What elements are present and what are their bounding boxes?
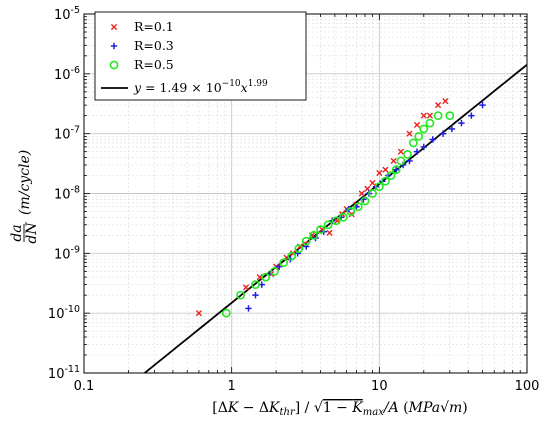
data-point	[433, 111, 443, 121]
data-point	[426, 112, 433, 119]
legend-item-r01: R=0.1	[110, 19, 174, 34]
data-point	[294, 244, 304, 253]
data-point	[301, 236, 311, 246]
data-point	[414, 132, 424, 141]
data-point	[413, 148, 421, 155]
data-point	[369, 179, 376, 187]
data-point	[376, 169, 383, 177]
data-point	[382, 166, 389, 173]
data-point	[252, 291, 259, 299]
legend-item-r05: R=0.5	[109, 57, 174, 72]
data-point	[242, 284, 250, 291]
data-point	[294, 250, 301, 257]
legend-box	[94, 11, 307, 101]
legend-marker	[110, 42, 118, 50]
data-point	[445, 111, 455, 121]
data-point	[261, 272, 271, 282]
data-point	[360, 196, 370, 206]
data-point	[439, 130, 447, 137]
y-tick-labels: 10-11 10-10 10-9 10-8 10-7 10-6 10-5	[48, 5, 80, 382]
x-tick-label: 0.1	[74, 379, 95, 394]
y-axis-label: da dN (m/cycle)	[9, 150, 40, 244]
x-tick-label: 10	[371, 379, 388, 394]
y-tick-label: 10-10	[48, 304, 80, 322]
legend-label-r05: R=0.5	[134, 57, 174, 72]
data-point	[429, 136, 436, 143]
data-point	[435, 102, 442, 109]
data-point	[331, 216, 341, 226]
legend-marker-plus-icon	[110, 42, 118, 50]
legend-marker	[109, 60, 119, 70]
data-point	[403, 150, 412, 159]
x-tick-label: 100	[515, 379, 540, 394]
x-axis-label: [ΔK − ΔKthr] / √1 − Kmax/A (MPa√m)	[212, 400, 468, 418]
data-point	[374, 182, 384, 192]
data-point	[316, 225, 325, 234]
y-tick-label: 10-11	[48, 364, 80, 382]
data-point	[323, 220, 333, 230]
data-point	[413, 121, 421, 129]
data-point	[353, 202, 363, 212]
data-point	[442, 98, 449, 105]
data-point	[358, 190, 365, 197]
legend: R=0.1 R=0.3 R=0.5 y = 1.49 × 10−10x1.99	[94, 11, 307, 101]
data-point	[396, 156, 406, 166]
legend-marker-circle-icon	[109, 60, 119, 70]
data-point	[397, 148, 405, 155]
data-point	[458, 119, 465, 127]
data-point	[338, 212, 348, 222]
svg-text:dN: dN	[24, 222, 40, 244]
data-point	[326, 229, 333, 236]
y-tick-label: 10-5	[54, 5, 80, 23]
data-point	[245, 305, 252, 312]
data-point	[256, 274, 263, 281]
data-point	[287, 251, 297, 261]
data-points-layer	[195, 98, 486, 318]
data-point	[408, 138, 418, 148]
data-point	[468, 112, 475, 119]
data-point	[386, 171, 396, 180]
data-point	[448, 125, 456, 133]
data-point	[390, 157, 397, 165]
legend-item-fit: y = 1.49 × 10−10x1.99	[101, 79, 268, 95]
data-point	[392, 166, 400, 173]
x-tick-labels: 0.1 1 10 100	[74, 379, 540, 394]
legend-item-r03: R=0.3	[110, 38, 174, 53]
data-point	[251, 280, 260, 290]
data-point	[270, 266, 279, 276]
data-point	[425, 118, 435, 128]
data-point	[279, 258, 289, 268]
legend-marker	[110, 23, 118, 31]
data-point	[420, 143, 427, 151]
svg-text:da: da	[9, 224, 25, 241]
x-tick-label: 1	[228, 379, 236, 394]
y-tick-label: 10-7	[54, 125, 80, 143]
data-point	[419, 124, 429, 134]
y-tick-label: 10-8	[54, 185, 80, 203]
data-point	[195, 310, 203, 317]
data-point	[391, 165, 401, 175]
y-tick-label: 10-9	[54, 244, 80, 262]
data-point	[236, 290, 246, 300]
data-point	[221, 308, 231, 318]
legend-label-fit: y = 1.49 × 10−10x1.99	[133, 79, 268, 95]
data-point	[309, 230, 319, 240]
data-point	[406, 130, 413, 137]
svg-text:(m/cycle): (m/cycle)	[17, 150, 33, 215]
y-tick-label: 10-6	[54, 65, 80, 83]
data-point	[346, 207, 356, 216]
legend-label-r01: R=0.1	[134, 19, 174, 34]
data-point	[276, 263, 283, 270]
data-point	[406, 157, 413, 165]
legend-marker-x-icon	[110, 23, 118, 31]
legend-label-r03: R=0.3	[134, 38, 174, 53]
data-point	[479, 101, 486, 109]
data-point	[381, 176, 390, 186]
data-point	[368, 189, 377, 198]
data-point	[420, 112, 427, 119]
